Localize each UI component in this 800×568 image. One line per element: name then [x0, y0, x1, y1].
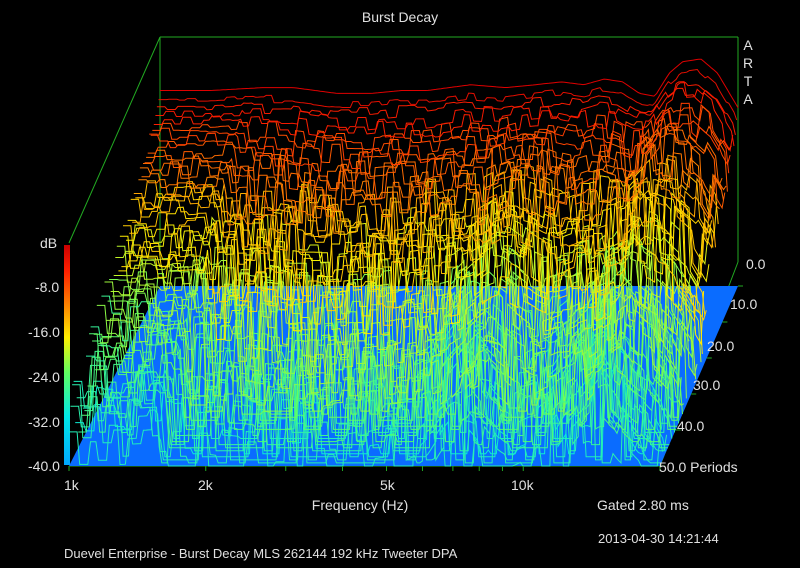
- colorbar-unit-label: dB: [40, 235, 58, 251]
- x-tick-label: 10k: [511, 477, 534, 493]
- timestamp: 2013-04-30 14:21:44: [598, 531, 719, 546]
- x-tick-label: 1k: [64, 477, 79, 493]
- z-tick-label: 20.0: [707, 338, 735, 354]
- colorbar-tick-label: -16.0: [28, 324, 60, 340]
- brand-mark: A R T A: [742, 37, 754, 107]
- decay-slice: [84, 295, 674, 436]
- decay-slice: [98, 270, 686, 409]
- decay-slice: [150, 103, 731, 166]
- decay-slice: [102, 244, 690, 400]
- decay-slice: [118, 190, 703, 355]
- decay-slice: [119, 192, 705, 346]
- decay-slice: [115, 215, 700, 350]
- decay-slice: [141, 128, 723, 217]
- footer-caption: Duevel Enterprise - Burst Decay MLS 2621…: [64, 546, 458, 561]
- decay-slice: [149, 102, 730, 174]
- z-tick-label: 10.0: [730, 296, 758, 312]
- decay-slice: [89, 280, 678, 428]
- z-tick-label: 30.0: [693, 377, 721, 393]
- colorbar-tick-label: -32.0: [28, 414, 60, 430]
- decay-slice: [110, 224, 697, 384]
- z-tick-label: 0.0: [746, 256, 766, 272]
- decay-slices: [69, 58, 739, 467]
- decay-slice: [132, 158, 715, 263]
- axis-ticks: [68, 285, 743, 471]
- decay-slice: [87, 277, 676, 431]
- decay-slice: [139, 132, 722, 225]
- decay-slice: [79, 305, 670, 446]
- z-tick-label: 40.0: [677, 418, 705, 434]
- decay-slice: [106, 233, 693, 394]
- colorbar: [64, 245, 70, 465]
- gated-annotation: Gated 2.80 ms: [597, 497, 689, 513]
- decay-slice: [158, 68, 738, 121]
- decay-slice: [101, 284, 688, 403]
- decay-slice: [147, 114, 728, 192]
- x-tick-label: 2k: [198, 477, 213, 493]
- decay-slice: [81, 283, 672, 443]
- decay-slice: [133, 154, 716, 254]
- decay-slice: [70, 323, 662, 464]
- x-axis-label: Frequency (Hz): [311, 497, 409, 513]
- z-tick-label: 50.0 Periods: [659, 459, 738, 475]
- decay-slice: [153, 87, 734, 152]
- colorbar-tick-label: -24.0: [28, 369, 60, 385]
- colorbar-tick-label: -40.0: [28, 458, 60, 474]
- decay-slice: [121, 183, 706, 326]
- x-tick-label: 5k: [380, 477, 395, 493]
- decay-slice: [104, 236, 691, 397]
- decay-slice: [135, 169, 718, 249]
- colorbar-tick-label: -8.0: [35, 279, 60, 295]
- chart-title: Burst Decay: [361, 9, 439, 25]
- decay-slice: [107, 243, 694, 391]
- decay-slice: [160, 58, 739, 109]
- decay-slice: [130, 169, 714, 274]
- decay-slice: [95, 260, 683, 415]
- decay-slice: [155, 81, 735, 147]
- decay-slice: [129, 167, 713, 282]
- decay-slice: [156, 81, 736, 136]
- decay-slice: [99, 242, 687, 406]
- decay-slice: [113, 216, 699, 364]
- decay-slice: [123, 177, 707, 321]
- decay-slice: [136, 158, 719, 241]
